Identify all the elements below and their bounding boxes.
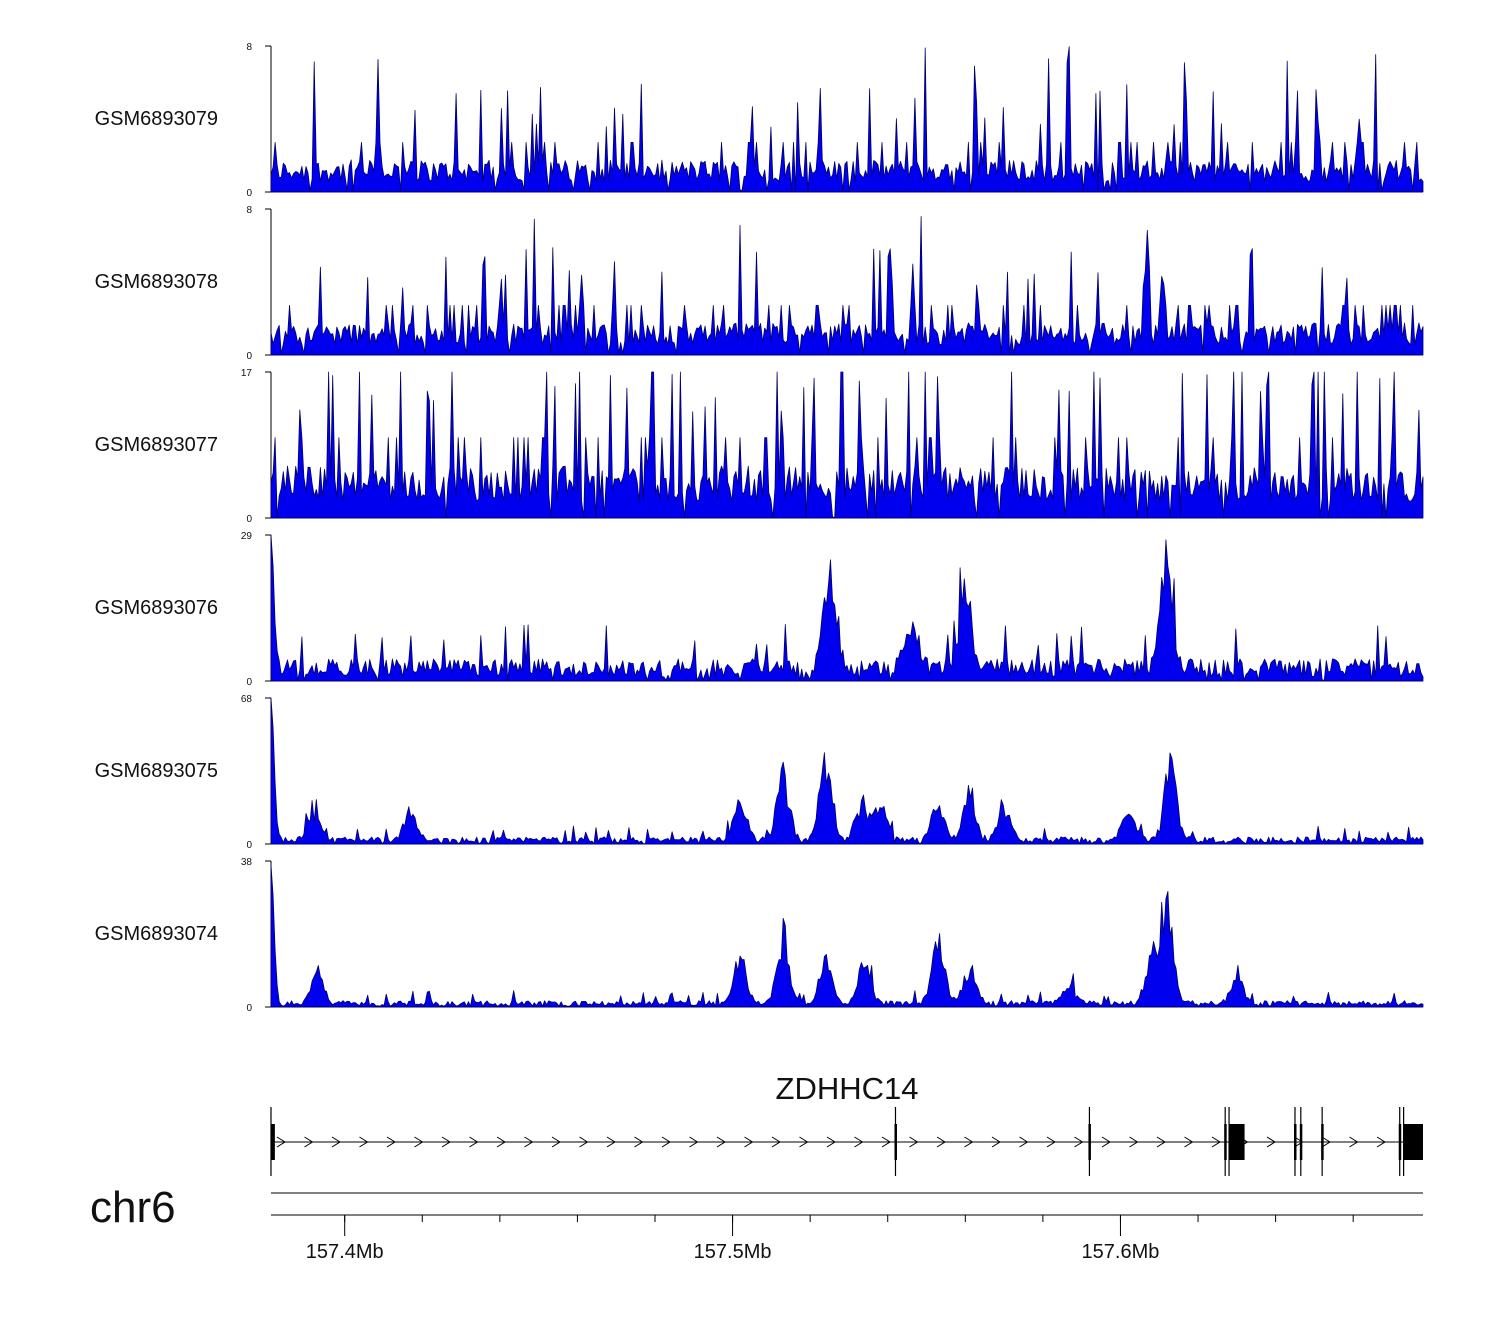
signal-area [270,216,1424,356]
strand-arrow [661,1136,671,1148]
signal-tracks: 8 0 GSM6893079 8 0 GSM6893078 17 0 GSM6893077 29 0… [95,42,1424,1014]
strand-arrow [881,1136,891,1148]
axis-tick-label: 157.6Mb [1082,1241,1160,1263]
track-label: GSM6893078 [95,271,218,293]
exon-block [1321,1124,1324,1160]
strand-arrow [496,1136,506,1148]
strand-arrow [799,1136,809,1148]
signal-area [270,46,1424,193]
track-label: GSM6893075 [95,760,218,782]
track-label: GSM6893077 [95,434,218,456]
strand-arrow [386,1136,396,1148]
y-min-label: 0 [246,188,252,199]
strand-arrow [1101,1136,1111,1148]
y-max-label: 38 [241,857,253,868]
track-label: GSM6893076 [95,597,218,619]
strand-arrow [1046,1136,1056,1148]
signal-area [270,697,1424,845]
gene-model [270,1107,1423,1176]
y-min-label: 0 [246,351,252,362]
strand-arrow [441,1136,451,1148]
strand-arrow [331,1136,341,1148]
strand-arrow [359,1136,369,1148]
exon-block [1398,1124,1402,1160]
exon-block [1088,1124,1091,1160]
strand-arrow [771,1136,781,1148]
signal-area [270,534,1424,682]
y-min-label: 0 [246,514,252,525]
gene-track: ZDHHC14 [270,1071,1423,1176]
strand-arrow [909,1136,919,1148]
signal-area [270,371,1424,519]
y-min-label: 0 [246,1003,252,1014]
strand-arrow [716,1136,726,1148]
strand-arrow [1321,1136,1331,1148]
exon-block [271,1124,275,1160]
strand-arrow [579,1136,589,1148]
strand-arrow [854,1136,864,1148]
strand-arrow [1019,1136,1029,1148]
genomic-axis: 157.4Mb 157.5Mb 157.6Mb [271,1192,1423,1263]
y-max-label: 29 [241,531,253,542]
track-GSM6893079: 8 0 GSM6893079 [95,42,1424,199]
strand-arrow [991,1136,1001,1148]
track-GSM6893077: 17 0 GSM6893077 [95,368,1424,525]
strand-arrow [634,1136,644,1148]
strand-arrow [1211,1136,1221,1148]
strand-arrow [1184,1136,1194,1148]
exon-block [1299,1124,1303,1160]
exon-block [1403,1124,1423,1160]
strand-arrow [826,1136,836,1148]
strand-arrow [414,1136,424,1148]
exon-block [894,1124,897,1160]
strand-arrow [1074,1136,1084,1148]
track-GSM6893075: 68 0 GSM6893075 [95,694,1424,851]
track-GSM6893074: 38 0 GSM6893074 [95,857,1424,1014]
strand-arrow [936,1136,946,1148]
strand-arrow [1129,1136,1139,1148]
strand-arrow [1349,1136,1359,1148]
y-min-label: 0 [246,677,252,688]
strand-arrow [744,1136,754,1148]
signal-area [270,864,1424,1008]
chromosome-label: chr6 [90,1183,176,1232]
strand-arrow [689,1136,699,1148]
strand-arrow [551,1136,561,1148]
track-GSM6893076: 29 0 GSM6893076 [95,531,1424,688]
axis-tick-label: 157.4Mb [306,1241,384,1263]
y-min-label: 0 [246,840,252,851]
track-label: GSM6893079 [95,108,218,130]
strand-arrow [524,1136,534,1148]
strand-arrow [606,1136,616,1148]
gene-name-label: ZDHHC14 [776,1071,919,1106]
strand-arrow [1376,1136,1386,1148]
y-max-label: 68 [241,694,253,705]
strand-arrow [1294,1136,1304,1148]
strand-arrow [304,1136,314,1148]
y-max-label: 17 [241,368,253,379]
axis-tick-label: 157.5Mb [694,1241,772,1263]
strand-arrow [276,1136,286,1148]
strand-arrow [469,1136,479,1148]
y-max-label: 8 [246,42,252,53]
track-label: GSM6893074 [95,923,218,945]
strand-arrow [1156,1136,1166,1148]
strand-arrow [964,1136,974,1148]
strand-arrow [1266,1136,1276,1148]
exon-block [1224,1124,1227,1160]
y-max-label: 8 [246,205,252,216]
exon-block [1229,1124,1245,1160]
track-GSM6893078: 8 0 GSM6893078 [95,205,1424,362]
exon-block [1294,1124,1297,1160]
